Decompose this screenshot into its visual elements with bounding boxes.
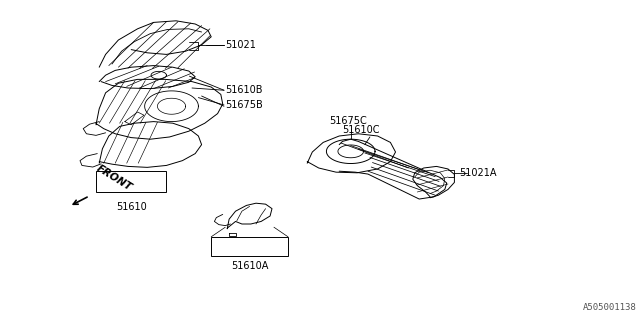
Text: FRONT: FRONT	[95, 163, 134, 193]
Text: 51610: 51610	[116, 202, 147, 212]
Text: 51610A: 51610A	[231, 261, 268, 271]
Text: A505001138: A505001138	[583, 303, 637, 312]
Text: 51021: 51021	[225, 40, 256, 50]
Text: 51675B: 51675B	[225, 100, 263, 110]
Bar	[211, 237, 288, 256]
Text: 51610C: 51610C	[342, 125, 380, 135]
Text: 51610B: 51610B	[225, 85, 263, 95]
Bar	[96, 171, 166, 192]
Text: 51675C: 51675C	[330, 116, 367, 126]
Text: 51021A: 51021A	[460, 168, 497, 179]
